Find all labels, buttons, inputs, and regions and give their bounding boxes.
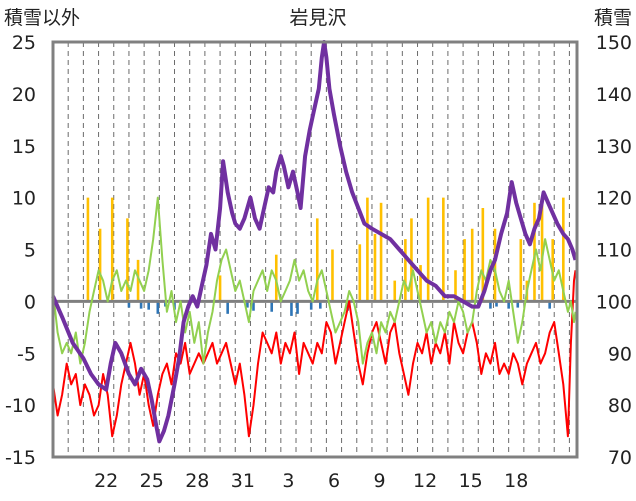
left-axis-label: 積雪以外 <box>4 7 80 29</box>
bar <box>426 197 430 302</box>
bar <box>331 249 334 302</box>
bar <box>410 218 413 302</box>
x-tick-label: 9 <box>374 470 386 492</box>
right-tick-label: 130 <box>596 136 632 158</box>
x-tick-label: 25 <box>140 470 164 492</box>
x-tick-label: 22 <box>94 470 118 492</box>
bar <box>270 301 274 312</box>
snow-depth-line <box>51 40 578 444</box>
bar <box>358 244 362 302</box>
right-tick-label: 110 <box>596 240 632 262</box>
left-axis-ticks: 25 20 15 10 5 0 -5 -10 -15 <box>5 32 36 469</box>
right-tick-label: 150 <box>596 32 632 54</box>
right-tick-label: 90 <box>608 343 632 365</box>
left-tick-label: -15 <box>5 447 36 469</box>
right-tick-label: 70 <box>608 447 632 469</box>
plot-frame <box>51 40 579 459</box>
bar <box>548 301 551 309</box>
left-tick-label: 25 <box>12 32 36 54</box>
bar <box>507 301 510 309</box>
bar <box>110 197 114 302</box>
left-tick-label: 0 <box>24 291 36 313</box>
bar <box>404 239 407 302</box>
bar <box>290 301 293 316</box>
bar <box>226 301 229 314</box>
bar <box>419 265 422 302</box>
bar <box>156 301 160 314</box>
bar <box>489 301 492 309</box>
bar <box>126 218 129 302</box>
bar <box>495 301 498 307</box>
bar <box>519 239 523 302</box>
series-line <box>52 196 577 365</box>
x-tick-label: 3 <box>282 470 294 492</box>
left-tick-label: -5 <box>17 343 36 365</box>
x-tick-label: 18 <box>504 470 528 492</box>
right-tick-label: 80 <box>608 395 632 417</box>
bar <box>246 301 249 308</box>
bar <box>98 228 102 302</box>
bar <box>136 259 140 302</box>
bar <box>540 197 544 302</box>
series-line <box>52 270 577 438</box>
x-tick-label: 6 <box>328 470 340 492</box>
right-tick-label: 140 <box>596 84 632 106</box>
bar-series <box>86 197 565 316</box>
bar <box>139 301 143 309</box>
bar <box>315 218 319 302</box>
bar <box>252 301 255 311</box>
x-tick-label: 15 <box>459 470 483 492</box>
bar <box>86 197 90 302</box>
bar <box>296 301 299 314</box>
bar <box>319 301 322 309</box>
bar <box>393 280 397 302</box>
bar <box>309 301 313 310</box>
line-series <box>51 40 578 444</box>
right-tick-label: 120 <box>596 188 632 210</box>
bar <box>442 197 445 302</box>
x-axis-ticks: 22 25 28 31 3 6 9 12 15 18 <box>94 470 528 492</box>
bar <box>470 228 474 302</box>
bar <box>274 254 278 302</box>
right-axis-ticks: 150 140 130 120 110 100 90 80 70 <box>596 32 632 469</box>
bar <box>516 301 520 308</box>
right-tick-label: 100 <box>596 291 632 313</box>
bar <box>373 233 377 302</box>
x-tick-label: 12 <box>413 470 437 492</box>
left-tick-label: 5 <box>24 240 36 262</box>
bar <box>493 228 497 302</box>
x-tick-label: 28 <box>185 470 209 492</box>
bar <box>454 270 457 302</box>
bar <box>379 202 383 302</box>
left-tick-label: 10 <box>12 188 36 210</box>
left-tick-label: 20 <box>12 84 36 106</box>
x-tick-label: 31 <box>231 470 255 492</box>
bar <box>147 301 150 310</box>
left-tick-label: -10 <box>5 395 36 417</box>
bar <box>366 197 369 302</box>
chart-title: 岩見沢 <box>289 7 346 29</box>
left-tick-label: 15 <box>12 136 36 158</box>
bar <box>463 239 466 302</box>
bar <box>127 301 131 308</box>
bar <box>218 275 222 302</box>
bar <box>562 197 565 302</box>
right-axis-label: 積雪 <box>594 7 632 29</box>
bar <box>481 208 485 302</box>
